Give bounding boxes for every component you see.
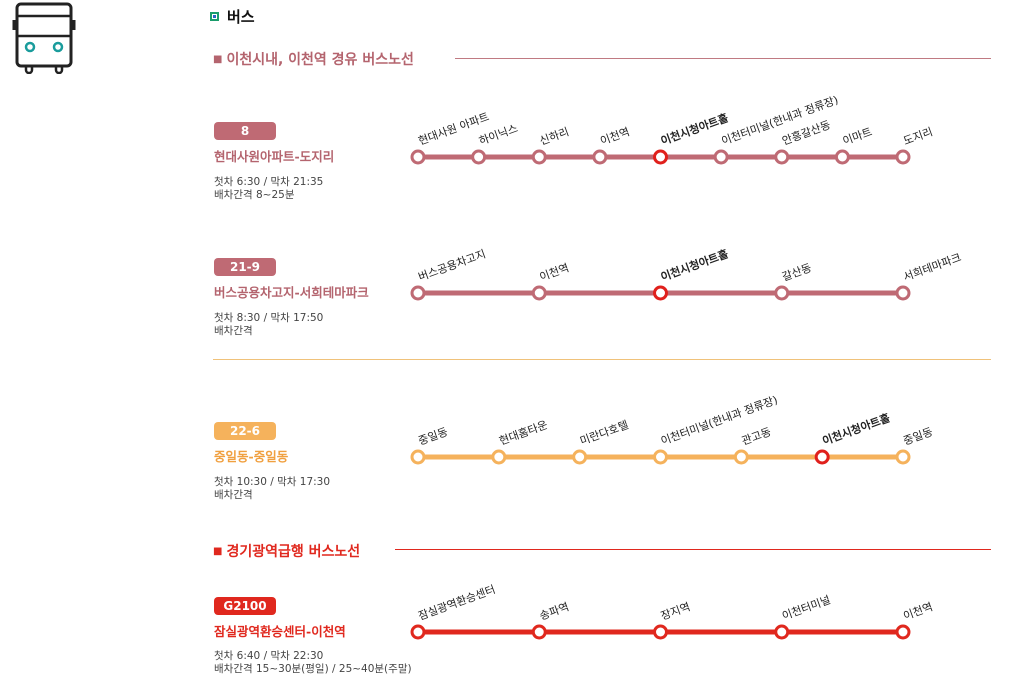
stop-marker	[410, 624, 426, 640]
highlight-stop-marker	[653, 149, 668, 165]
stop-label: 이천시청아트홀	[659, 246, 730, 283]
stop-label: 서희테마파크	[902, 251, 964, 284]
route-number-badge: 21-9	[214, 258, 276, 276]
stop-marker	[774, 624, 790, 640]
stop-marker	[653, 624, 668, 640]
stop-label: 버스공용차고지	[417, 247, 488, 283]
page-title: 버스	[227, 8, 255, 26]
stop-marker	[713, 149, 729, 165]
stop-label: 중일동	[416, 424, 449, 448]
section-title-local: ■ 이천시내, 이천역 경유 버스노선	[213, 49, 414, 69]
stop-marker	[895, 449, 911, 465]
stop-label: 장지역	[659, 600, 692, 623]
stop-label: 갈산동	[780, 260, 813, 284]
stop-label: 이천터미널	[780, 592, 832, 622]
route-name: 잠실광역환승센터-이천역	[214, 624, 346, 639]
stop-label: 이천시청아트홀	[659, 110, 730, 147]
route-number-badge: 8	[214, 122, 276, 140]
route-name: 중일동-중일동	[214, 449, 289, 464]
section-bullet-icon: ■	[213, 546, 223, 557]
route-interval: 배차간격	[214, 325, 253, 337]
stop-label: 잠실광역환승센터	[417, 583, 498, 623]
stop-marker	[531, 285, 547, 301]
route-number-badge: G2100	[214, 597, 276, 615]
route-number-badge: 22-6	[214, 422, 276, 440]
route-name: 버스공용차고지-서희테마파크	[214, 285, 369, 300]
highlight-stop-marker	[814, 449, 830, 465]
stop-label: 현대홈타운	[497, 417, 549, 447]
stop-marker	[895, 149, 911, 165]
section-title-text: 이천시내, 이천역 경유 버스노선	[226, 52, 414, 68]
route-first-last: 첫차 6:30 / 막차 21:35	[214, 176, 324, 188]
page-header: 버스	[210, 6, 255, 27]
stop-marker	[895, 624, 911, 640]
route-interval: 배차간격 15~30분(평일) / 25~40분(주말)	[214, 663, 412, 675]
stop-marker	[653, 449, 668, 465]
stop-label: 미란다호텔	[578, 418, 630, 448]
stop-marker	[471, 149, 487, 165]
stop-marker	[410, 149, 426, 165]
highlight-stop-marker	[653, 285, 668, 301]
route-interval: 배차간격	[214, 489, 253, 501]
route-first-last: 첫차 8:30 / 막차 17:50	[214, 312, 324, 324]
stop-marker	[531, 149, 547, 165]
route-name: 현대사원아파트-도지리	[214, 149, 335, 164]
stop-marker	[592, 149, 608, 165]
section-rule	[395, 549, 991, 550]
section-rule	[455, 58, 991, 59]
stop-label: 이천시청아트홀	[820, 410, 891, 447]
stop-marker	[733, 449, 749, 465]
stop-label: 이천역	[598, 124, 631, 148]
route-first-last: 첫차 6:40 / 막차 22:30	[214, 650, 324, 662]
stop-marker	[410, 285, 426, 301]
stop-label: 송파역	[538, 600, 571, 623]
stop-marker	[572, 449, 588, 465]
stop-marker	[895, 285, 911, 301]
stop-marker	[774, 149, 790, 165]
header-square-icon	[210, 12, 219, 21]
section-bullet-icon: ■	[213, 54, 223, 65]
stop-label: 이천역	[537, 260, 570, 284]
stop-label: 관고동	[740, 425, 773, 448]
bus-icon	[12, 2, 76, 75]
stop-label: 중일동	[901, 424, 934, 448]
stop-marker	[774, 285, 790, 301]
stop-marker	[834, 149, 850, 165]
stop-label: 이천역	[901, 599, 934, 623]
section-title-text: 경기광역급행 버스노선	[226, 544, 361, 560]
section-divider	[213, 359, 991, 360]
section-title-express: ■ 경기광역급행 버스노선	[213, 541, 360, 561]
route-first-last: 첫차 10:30 / 막차 17:30	[214, 476, 331, 488]
stop-label: 도지리	[902, 125, 935, 148]
stop-marker	[410, 449, 426, 465]
stop-marker	[491, 449, 507, 465]
stop-label: 이마트	[841, 125, 874, 148]
stop-marker	[531, 624, 547, 640]
route-interval: 배차간격 8~25분	[214, 189, 295, 201]
stop-label: 신하리	[537, 124, 570, 148]
